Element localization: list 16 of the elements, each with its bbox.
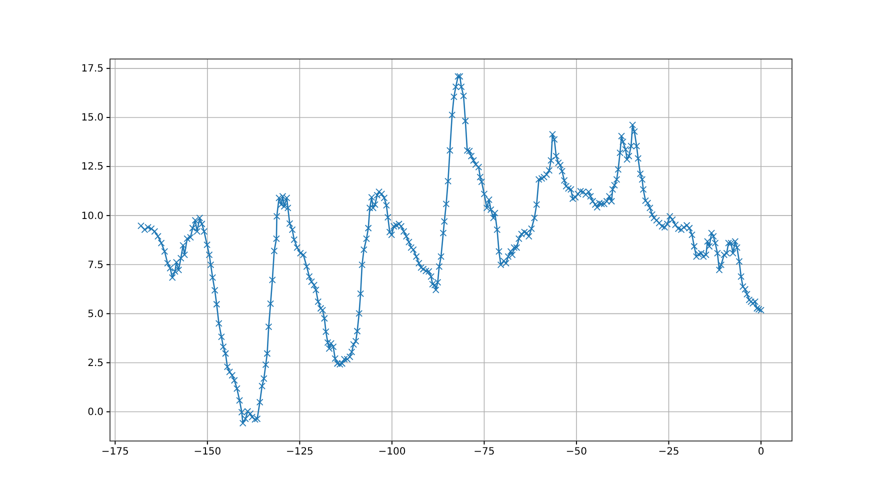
x-tick-label: −75 xyxy=(474,446,495,458)
x-tick-label: −50 xyxy=(566,446,588,458)
y-tick-label: 5.0 xyxy=(88,308,104,320)
y-tick-label: 10.0 xyxy=(81,210,104,222)
x-tick-label: −125 xyxy=(286,446,314,458)
y-tick-label: 17.5 xyxy=(81,64,104,75)
y-tick-label: 15.0 xyxy=(81,112,104,124)
y-tick-label: 0.0 xyxy=(88,406,104,418)
x-tick-label: −100 xyxy=(378,446,406,458)
x-tick-label: −175 xyxy=(101,446,129,458)
x-tick-label: −150 xyxy=(194,446,222,458)
y-tick-label: 7.5 xyxy=(88,260,104,271)
x-tick-label: −25 xyxy=(658,446,680,458)
x-tick-label: 0 xyxy=(758,446,764,458)
y-tick-label: 12.5 xyxy=(81,162,104,173)
y-tick-label: 2.5 xyxy=(88,358,104,369)
